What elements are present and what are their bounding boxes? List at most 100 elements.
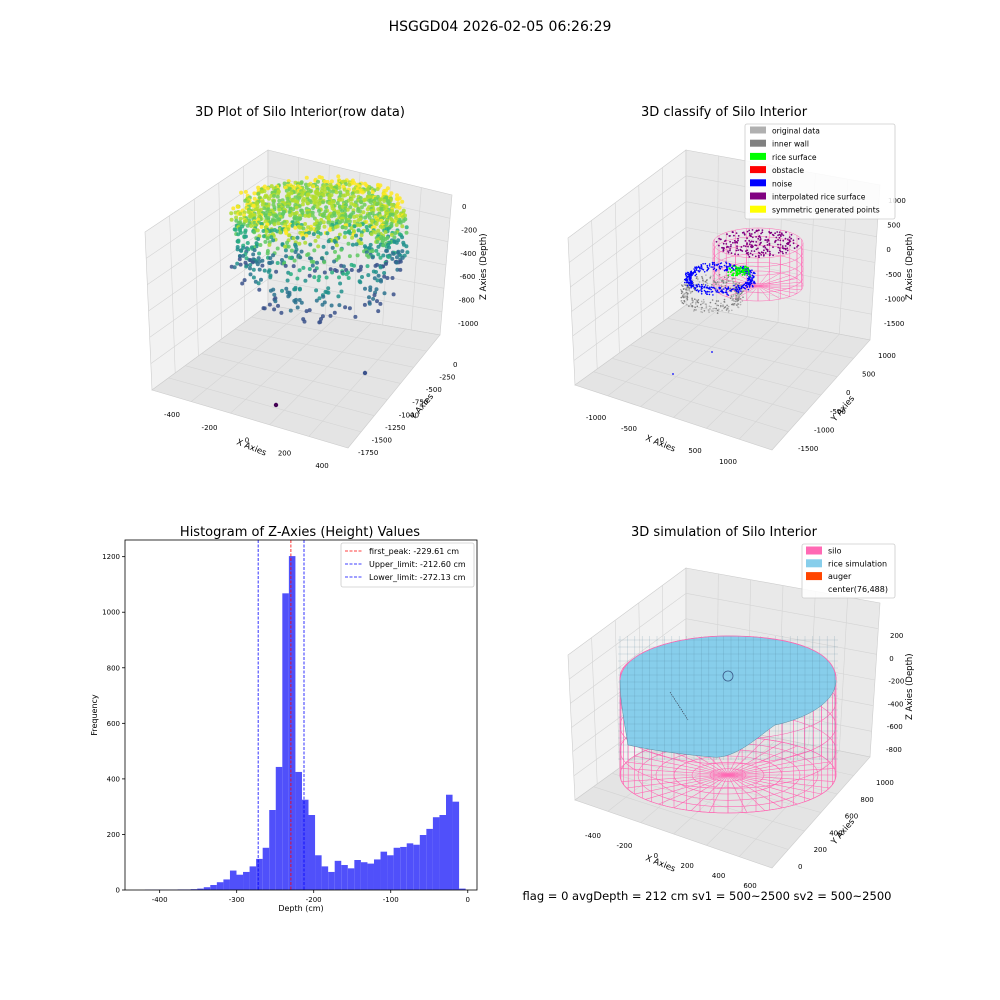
data-point	[315, 205, 320, 209]
y-tick-label-5: 1000	[102, 609, 120, 617]
grid-line	[571, 227, 687, 312]
data-point	[317, 274, 322, 279]
data-point	[303, 278, 308, 283]
grid-line	[234, 328, 414, 368]
interpolated-point	[778, 247, 781, 250]
noise-point	[725, 290, 727, 292]
grid-line	[308, 328, 406, 437]
data-point	[373, 263, 378, 268]
data-point	[373, 230, 378, 235]
original-point	[702, 279, 704, 282]
data-point	[314, 288, 319, 293]
noise-point	[700, 293, 703, 295]
interpolated-point	[772, 254, 774, 257]
histogram-bar	[216, 882, 224, 890]
data-point	[299, 300, 304, 305]
data-point	[342, 235, 347, 239]
interpolated-point	[782, 239, 785, 242]
noise-point	[688, 279, 691, 281]
data-point	[233, 227, 238, 232]
data-point	[384, 261, 388, 266]
noise-point	[751, 284, 754, 287]
grid-line	[168, 377, 362, 433]
data-point	[400, 199, 405, 204]
data-point	[308, 242, 313, 247]
classify-z-label: Z Axies (Depth)	[905, 233, 915, 300]
outlier-point	[362, 370, 368, 376]
cylinder-spoke	[757, 278, 798, 287]
data-point	[267, 242, 272, 247]
interpolated-point	[737, 235, 740, 237]
data-point	[336, 174, 341, 179]
data-point	[298, 225, 302, 230]
noise-point	[694, 270, 696, 273]
legend-label-2: auger	[828, 572, 852, 581]
data-point	[260, 202, 265, 207]
interpolated-point	[732, 241, 734, 244]
histogram-bar	[269, 810, 276, 890]
data-point	[390, 276, 395, 280]
noise-point	[722, 288, 725, 290]
interpolated-point	[768, 242, 771, 245]
original-point	[734, 294, 737, 296]
data-point	[374, 222, 379, 226]
data-point	[257, 267, 262, 272]
figure-title: HSGGD04 2026-02-05 06:26:29	[389, 19, 612, 35]
data-point	[317, 296, 322, 301]
interpolated-point	[766, 248, 769, 251]
original-point	[707, 284, 709, 287]
data-point	[321, 200, 325, 205]
sim-y-tick-3: 600	[845, 813, 858, 821]
cls-z-tick-5: -1500	[884, 320, 904, 328]
raw-y-tick-3: -750	[412, 399, 428, 407]
data-point	[252, 196, 257, 201]
legend-text-2: Lower_limit: -272.13 cm	[369, 573, 466, 582]
cls-z-tick-0: 1000	[888, 197, 906, 205]
silo-floor-spoke	[727, 774, 798, 805]
original-point	[712, 307, 714, 310]
data-point	[322, 270, 327, 275]
noise-point	[686, 279, 689, 281]
original-point	[689, 292, 692, 294]
interpolated-point	[796, 246, 798, 248]
data-point	[292, 258, 297, 263]
data-point	[347, 254, 352, 259]
interpolated-point	[756, 229, 759, 232]
data-point	[378, 197, 383, 202]
data-point	[284, 286, 289, 291]
noise-point	[701, 285, 703, 288]
raw-plot-title: 3D Plot of Silo Interior(row data)	[195, 105, 405, 120]
noise-point	[689, 271, 692, 273]
original-point	[694, 306, 696, 309]
raw-y-tick-6: -1500	[372, 436, 392, 444]
rice-surface-point	[736, 274, 739, 277]
data-point	[315, 260, 319, 265]
data-point	[324, 251, 329, 256]
data-point	[379, 218, 384, 223]
data-point	[238, 262, 243, 267]
data-point	[323, 190, 327, 194]
data-point	[347, 219, 352, 224]
original-point	[691, 297, 693, 300]
noise-point	[735, 287, 737, 289]
data-point	[245, 223, 250, 228]
raw-z-label: Z Axies (Depth)	[479, 233, 489, 300]
data-point	[370, 255, 375, 260]
histogram-bar	[347, 868, 355, 890]
interpolated-point	[788, 236, 791, 239]
data-point	[285, 278, 290, 283]
original-point	[738, 282, 740, 285]
noise-point	[689, 274, 692, 277]
x-tick-label-2: -200	[306, 896, 322, 904]
grid-line	[706, 744, 809, 846]
noise-point	[751, 274, 754, 277]
interpolated-point	[779, 250, 782, 253]
data-point	[329, 214, 334, 219]
data-point	[317, 208, 321, 213]
data-point	[347, 223, 352, 227]
data-point	[347, 182, 352, 187]
data-point	[341, 271, 346, 276]
rice-surface-point	[747, 267, 750, 269]
original-point	[731, 303, 733, 306]
data-point	[251, 252, 256, 257]
